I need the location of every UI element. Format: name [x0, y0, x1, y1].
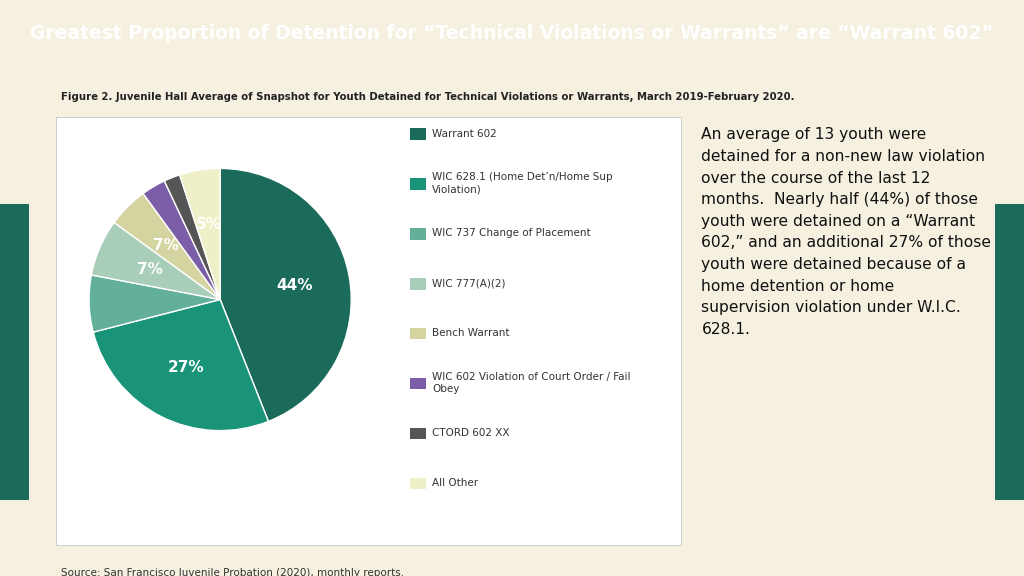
- Text: WIC 602 Violation of Court Order / Fail
Obey: WIC 602 Violation of Court Order / Fail …: [432, 372, 631, 395]
- Bar: [410, 328, 426, 339]
- Text: 44%: 44%: [276, 278, 313, 293]
- Text: 27%: 27%: [167, 360, 204, 375]
- Wedge shape: [93, 300, 268, 431]
- Bar: [410, 478, 426, 490]
- Text: WIC 737 Change of Placement: WIC 737 Change of Placement: [432, 229, 591, 238]
- Text: Bench Warrant: Bench Warrant: [432, 328, 510, 338]
- Wedge shape: [114, 194, 220, 300]
- Bar: [410, 179, 426, 190]
- Text: 7%: 7%: [154, 238, 179, 253]
- Text: 5%: 5%: [196, 217, 221, 232]
- Text: WIC 777(A)(2): WIC 777(A)(2): [432, 278, 506, 289]
- Text: Warrant 602: Warrant 602: [432, 128, 497, 139]
- Text: Source: San Francisco Juvenile Probation (2020), monthly reports.: Source: San Francisco Juvenile Probation…: [61, 569, 404, 576]
- Bar: [56, 118, 681, 545]
- Text: CTORD 602 XX: CTORD 602 XX: [432, 429, 510, 438]
- Text: Figure 2. Juvenile Hall Average of Snapshot for Youth Detained for Technical Vio: Figure 2. Juvenile Hall Average of Snaps…: [61, 92, 795, 102]
- Text: An average of 13 youth were
detained for a non-new law violation
over the course: An average of 13 youth were detained for…: [701, 127, 991, 337]
- Bar: [410, 378, 426, 389]
- Bar: [410, 278, 426, 290]
- Wedge shape: [165, 175, 220, 300]
- Text: 7%: 7%: [137, 262, 164, 277]
- Bar: [410, 128, 426, 139]
- Bar: [995, 204, 1024, 499]
- Wedge shape: [91, 222, 220, 300]
- Text: WIC 628.1 (Home Det’n/Home Sup
Violation): WIC 628.1 (Home Det’n/Home Sup Violation…: [432, 172, 612, 195]
- Text: All Other: All Other: [432, 478, 478, 488]
- Text: Greatest Proportion of Detention for “Technical Violations or Warrants” are “War: Greatest Proportion of Detention for “Te…: [30, 24, 994, 43]
- Wedge shape: [179, 168, 220, 300]
- Bar: [0, 204, 29, 499]
- Bar: [410, 428, 426, 439]
- Wedge shape: [220, 168, 351, 422]
- Wedge shape: [89, 275, 220, 332]
- Bar: [410, 228, 426, 240]
- Wedge shape: [143, 181, 220, 300]
